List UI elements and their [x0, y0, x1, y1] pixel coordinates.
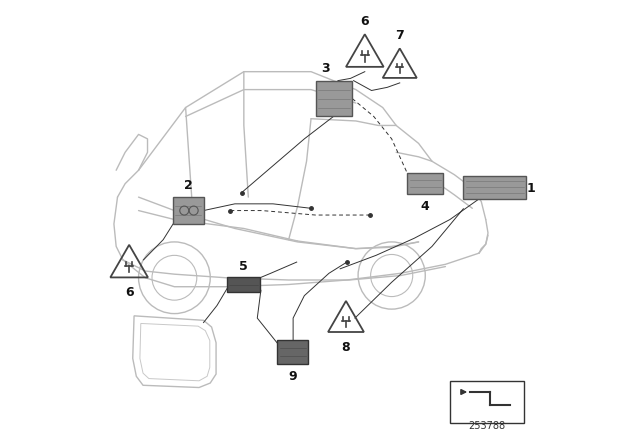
Text: 4: 4	[421, 200, 429, 213]
Text: 3: 3	[321, 62, 330, 75]
FancyBboxPatch shape	[173, 197, 204, 224]
Text: 8: 8	[342, 341, 350, 354]
FancyBboxPatch shape	[316, 81, 352, 116]
FancyBboxPatch shape	[407, 173, 443, 194]
FancyBboxPatch shape	[463, 176, 526, 199]
Text: 5: 5	[239, 260, 248, 273]
Text: 2: 2	[184, 179, 193, 192]
Text: 6: 6	[360, 14, 369, 27]
Text: 1: 1	[526, 181, 535, 195]
FancyBboxPatch shape	[227, 277, 260, 292]
Bar	[450, 381, 524, 423]
Text: 6: 6	[125, 286, 134, 299]
FancyBboxPatch shape	[278, 340, 308, 364]
Text: 253788: 253788	[468, 422, 505, 431]
Text: 7: 7	[396, 29, 404, 42]
Text: 9: 9	[289, 370, 298, 383]
